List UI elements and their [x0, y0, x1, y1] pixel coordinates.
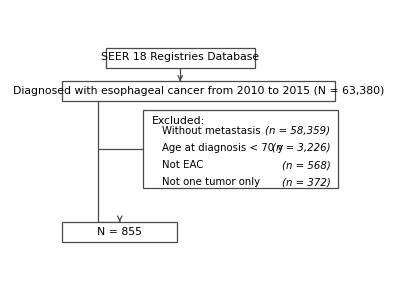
Bar — [143, 110, 338, 188]
Text: Age at diagnosis < 70 y: Age at diagnosis < 70 y — [162, 143, 283, 153]
Text: (n = 568): (n = 568) — [282, 160, 330, 170]
Text: SEER 18 Registries Database: SEER 18 Registries Database — [101, 52, 259, 62]
Text: (n = 3,226): (n = 3,226) — [272, 143, 330, 153]
Text: Excluded:: Excluded: — [152, 116, 206, 126]
Text: N = 855: N = 855 — [97, 227, 142, 237]
Text: (n = 372): (n = 372) — [282, 177, 330, 187]
Text: Not one tumor only: Not one tumor only — [162, 177, 260, 187]
Bar — [106, 48, 254, 68]
Text: Not EAC: Not EAC — [162, 160, 203, 170]
Text: Without metastasis: Without metastasis — [162, 126, 260, 136]
Bar — [62, 222, 177, 242]
Text: (n = 58,359): (n = 58,359) — [266, 126, 330, 136]
Text: Diagnosed with esophageal cancer from 2010 to 2015 (N = 63,380): Diagnosed with esophageal cancer from 20… — [13, 86, 384, 96]
Bar — [62, 82, 335, 101]
